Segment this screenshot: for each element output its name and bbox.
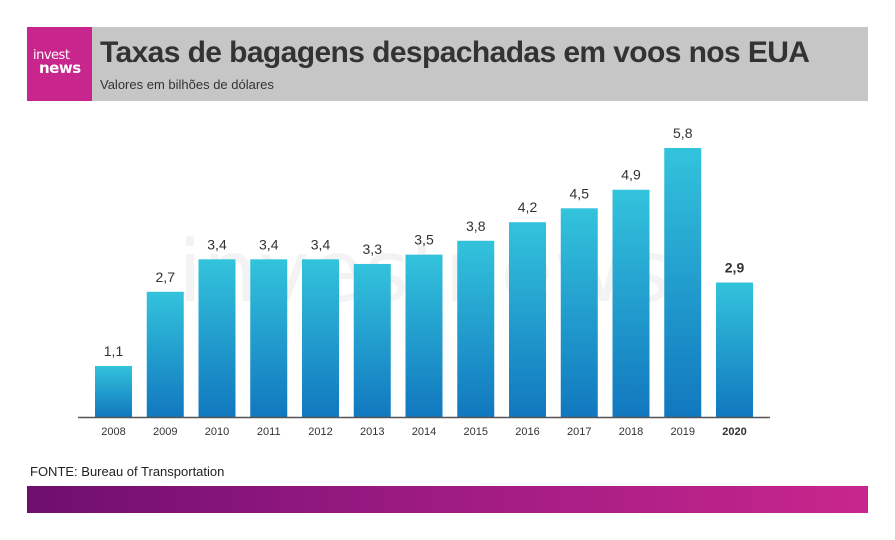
tick-label-2018: 2018 — [619, 426, 643, 438]
tick-label-2013: 2013 — [360, 426, 384, 438]
tick-label-2020: 2020 — [722, 426, 746, 438]
value-label-2020: 2,9 — [725, 260, 745, 276]
bar-2014 — [405, 254, 443, 417]
bar-2016 — [509, 222, 546, 417]
bar-2008 — [95, 365, 132, 417]
bar-2010 — [198, 259, 236, 417]
footer-bar — [27, 486, 868, 513]
chart-title: Taxas de bagagens despachadas em voos no… — [100, 36, 810, 69]
tick-label-2017: 2017 — [567, 426, 591, 438]
logo-text-bottom: news — [39, 59, 81, 77]
bar-2013 — [353, 263, 391, 417]
value-label-2011: 3,4 — [259, 236, 279, 252]
bars-group — [95, 148, 753, 417]
value-label-2019: 5,8 — [673, 125, 693, 141]
investnews-logo: invest news — [27, 27, 92, 101]
value-label-2018: 4,9 — [621, 167, 641, 183]
header-banner: invest news Taxas de bagagens despachada… — [27, 27, 868, 101]
tick-label-2019: 2019 — [671, 426, 695, 438]
value-label-2008: 1,1 — [104, 343, 124, 359]
tick-label-2010: 2010 — [205, 426, 229, 438]
value-label-2013: 3,3 — [363, 241, 383, 257]
tick-label-2014: 2014 — [412, 426, 436, 438]
value-label-2015: 3,8 — [466, 218, 486, 234]
chart-subtitle: Valores em bilhões de dólares — [100, 77, 274, 92]
value-label-2017: 4,5 — [570, 185, 590, 201]
bar-2018 — [612, 189, 650, 417]
tick-label-2009: 2009 — [153, 426, 177, 438]
tick-label-2011: 2011 — [257, 426, 281, 438]
bar-2011 — [250, 259, 288, 417]
bar-2020 — [716, 282, 753, 417]
bar-2019 — [664, 148, 702, 417]
value-labels-group: 1,1 2,7 3,4 3,4 3,4 3,3 3,5 3,8 4,2 4,5 4,9 5,8 2,9 — [104, 125, 745, 359]
value-label-2014: 3,5 — [414, 232, 434, 248]
tick-labels-group: 2008 2009 2010 2011 2012 2013 2014 2015 2016 2017… — [101, 426, 746, 438]
value-label-2016: 4,2 — [518, 199, 538, 215]
tick-label-2016: 2016 — [515, 426, 539, 438]
bar-2017 — [560, 208, 598, 417]
tick-label-2015: 2015 — [464, 426, 488, 438]
bar-2015 — [457, 240, 495, 417]
value-label-2009: 2,7 — [156, 269, 176, 285]
tick-label-2012: 2012 — [308, 426, 332, 438]
source-note: FONTE: Bureau of Transportation — [30, 464, 225, 479]
value-label-2010: 3,4 — [207, 236, 227, 252]
bar-2012 — [302, 259, 339, 417]
tick-label-2008: 2008 — [101, 426, 125, 438]
logo-text-top: invest — [33, 48, 70, 63]
value-label-2012: 3,4 — [311, 236, 331, 252]
bar-2009 — [146, 291, 184, 417]
